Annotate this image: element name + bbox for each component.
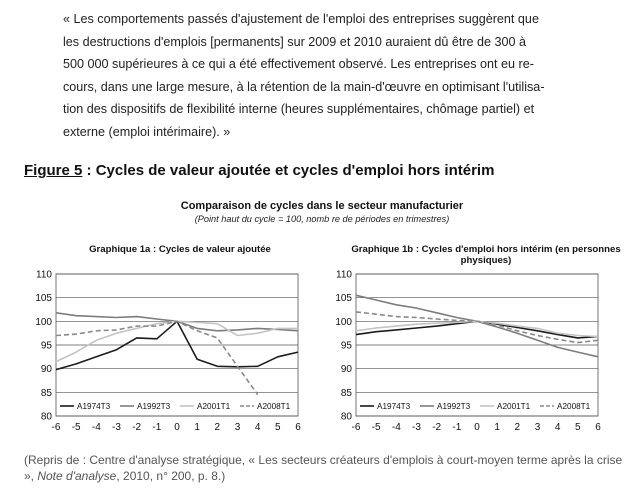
quote-paragraph: « Les comportements passés d'ajustement … — [63, 8, 583, 143]
section-subtitle: (Point haut du cycle = 100, nomb re de p… — [194, 214, 450, 224]
quote-line: les destructions d'emplois [permanents] … — [63, 34, 527, 49]
x-tick-label: -5 — [72, 422, 81, 433]
x-tick-label: 5 — [275, 422, 281, 433]
x-tick-label: 3 — [235, 422, 241, 433]
caption-prefix: (Repris de : Centre d'analyse stratégiqu… — [24, 453, 623, 483]
legend-label: A1974T3 — [77, 402, 111, 411]
series-line-A2001T1 — [55, 320, 298, 363]
x-tick-label: 1 — [194, 422, 200, 433]
plot-frame — [55, 273, 299, 417]
legend-label: A2008T1 — [257, 402, 291, 411]
y-tick-label: 110 — [336, 270, 352, 281]
source-caption: (Repris de : Centre d'analyse stratégiqu… — [24, 452, 624, 484]
y-tick-label: 100 — [335, 317, 352, 328]
figure-title: Figure 5 : Cycles de valeur ajoutée et c… — [24, 162, 494, 179]
x-tick-label: 0 — [474, 422, 480, 433]
series-line-A2001T1 — [355, 320, 599, 338]
x-tick-label: 6 — [295, 422, 301, 433]
quote-line: tion des dispositifs de flexibilité inte… — [63, 102, 535, 116]
legend-label: A2008T1 — [557, 402, 591, 411]
y-tick-label: 90 — [341, 364, 353, 375]
quote-line: « Les comportements passés d'ajustement … — [63, 12, 539, 26]
x-tick-label: -4 — [92, 422, 101, 433]
x-tick-label: -2 — [132, 422, 141, 433]
y-tick-label: 105 — [35, 293, 52, 304]
quote-line: externe (emploi intérimaire). » — [63, 124, 231, 139]
y-tick-label: 105 — [335, 293, 352, 304]
y-tick-label: 80 — [41, 412, 53, 423]
y-tick-label: 110 — [36, 270, 52, 281]
chart-b: 80 85 90 95 100 105 110 -6 -5 -4 -3 -2 -1 0 1 2 3 4 5 6 A197… — [335, 270, 601, 434]
x-tick-label: 3 — [535, 422, 541, 433]
x-tick-label: 6 — [595, 422, 601, 433]
y-tick-label: 95 — [341, 341, 353, 352]
x-tick-label: -6 — [352, 422, 361, 433]
y-tick-label: 85 — [41, 388, 53, 399]
chart-a-title: Graphique 1a : Cycles de valeur ajoutée — [89, 244, 271, 255]
x-tick-label: 5 — [575, 422, 581, 433]
x-tick-label: 2 — [215, 422, 221, 433]
legend-label: A1992T3 — [437, 402, 471, 411]
x-tick-label: 2 — [515, 422, 521, 433]
section-title: Comparaison de cycles dans le secteur ma… — [180, 200, 464, 212]
legend-label: A2001T1 — [497, 402, 531, 411]
y-tick-label: 85 — [341, 388, 353, 399]
y-tick-label: 80 — [341, 412, 353, 423]
series-line-A2008T1 — [55, 320, 259, 396]
y-tick-label: 90 — [41, 364, 53, 375]
plot-frame — [355, 273, 599, 417]
y-tick-label: 100 — [35, 317, 52, 328]
x-tick-label: -1 — [452, 422, 461, 433]
caption-suffix: , 2010, n° 200, p. 8.) — [116, 469, 226, 483]
x-tick-label: -3 — [412, 422, 421, 433]
series-line-A2008T1 — [355, 311, 599, 344]
legend-label: A1974T3 — [377, 402, 411, 411]
chart-a: 80 85 90 95 100 105 110 -6 -5 -4 -3 -2 -1 0 1 2 3 4 5 6 A197… — [35, 270, 301, 434]
quote-line: cours, dans une large mesure, à la réten… — [63, 79, 545, 94]
legend-label: A2001T1 — [197, 402, 231, 411]
x-tick-label: -1 — [152, 422, 161, 433]
chart-b-title: Graphique 1b : Cycles d'emploi hors inté… — [351, 244, 621, 266]
x-tick-label: -3 — [112, 422, 121, 433]
x-tick-label: -6 — [52, 422, 61, 433]
x-tick-label: -4 — [392, 422, 401, 433]
x-tick-label: 0 — [174, 422, 180, 433]
x-tick-label: -2 — [432, 422, 441, 433]
x-tick-label: -5 — [372, 422, 381, 433]
y-tick-label: 95 — [41, 341, 53, 352]
series-line-A1974T3 — [355, 320, 599, 339]
figure-label: Figure 5 — [24, 162, 83, 179]
legend-label: A1992T3 — [137, 402, 171, 411]
x-tick-label: 1 — [494, 422, 500, 433]
figure-title-text: : Cycles de valeur ajoutée et cycles d'e… — [82, 162, 495, 179]
caption-source: Note d'analyse — [37, 469, 117, 483]
x-tick-label: 4 — [555, 422, 561, 433]
quote-line: 500 000 supérieures à ce qui a été effec… — [63, 57, 534, 71]
x-tick-label: 4 — [255, 422, 261, 433]
